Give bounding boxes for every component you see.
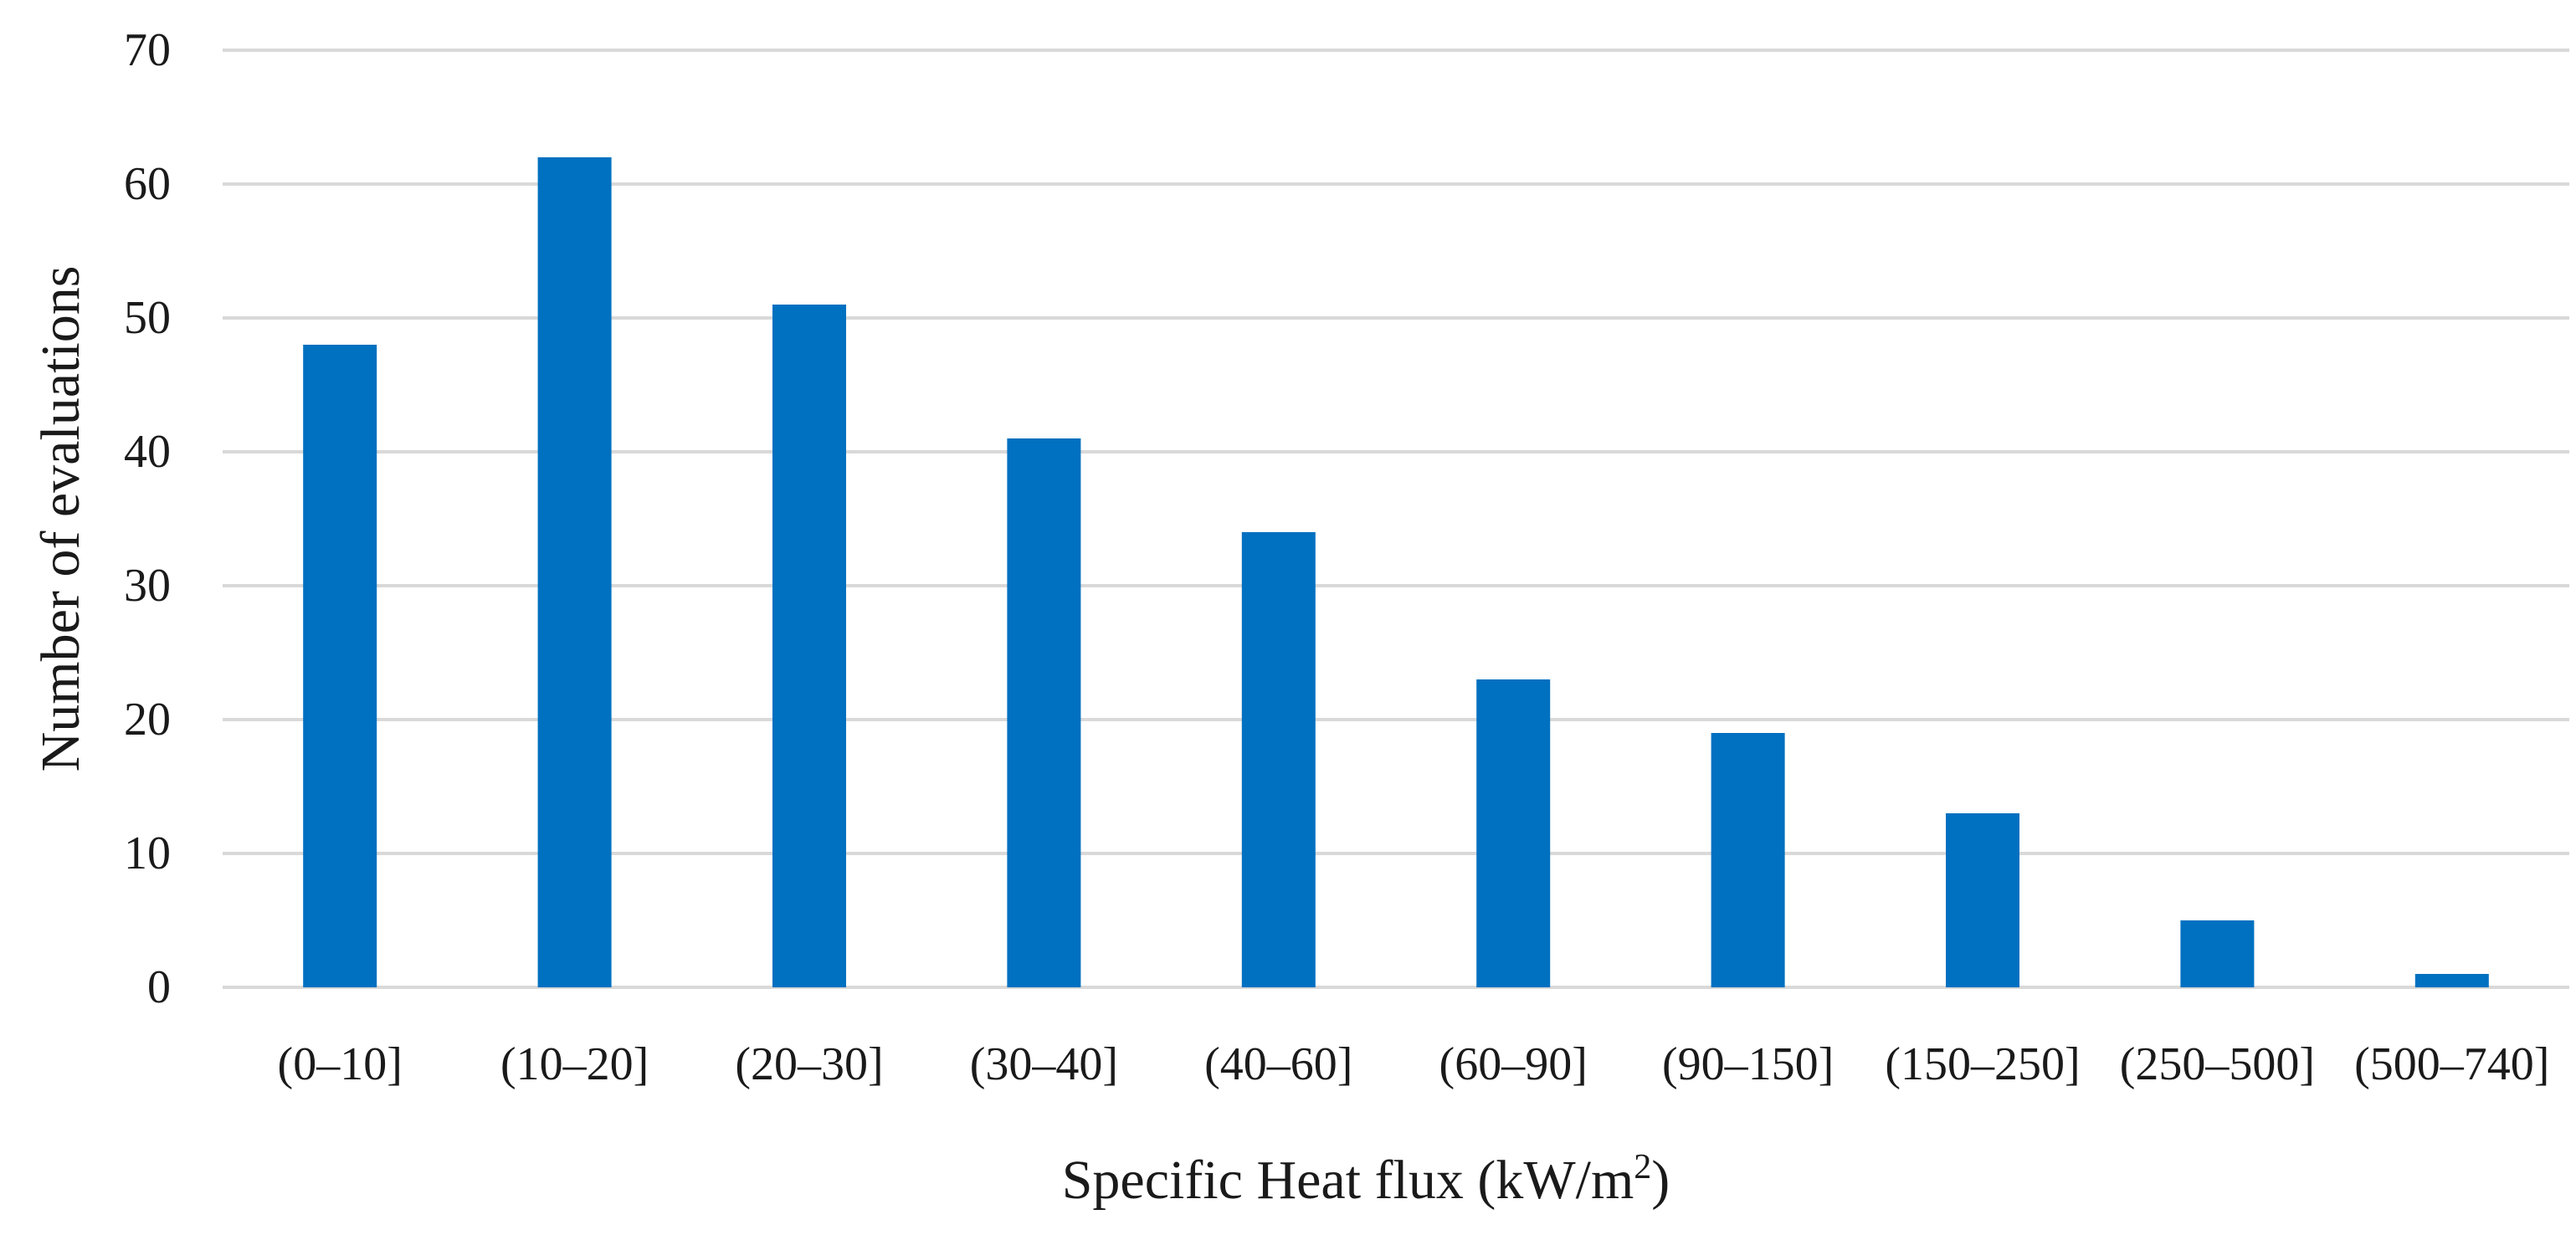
bar bbox=[1711, 733, 1785, 987]
y-tick-label: 40 bbox=[124, 426, 171, 478]
y-axis-ticks: 0 10 20 30 40 50 60 70 bbox=[124, 24, 171, 1013]
bar bbox=[1946, 813, 2019, 987]
x-tick-label: (500–740] bbox=[2354, 1038, 2549, 1090]
bar bbox=[537, 157, 612, 987]
x-axis-title-suffix: ) bbox=[1651, 1150, 1670, 1211]
x-tick-label: (250–500] bbox=[2120, 1038, 2315, 1090]
y-tick-label: 20 bbox=[124, 694, 171, 746]
bar bbox=[303, 345, 377, 987]
x-tick-label: (60–90] bbox=[1439, 1038, 1588, 1090]
x-axis-title-main: Specific Heat flux (kW/m bbox=[1062, 1150, 1634, 1211]
y-tick-label: 70 bbox=[124, 24, 171, 76]
x-tick-label: (30–40] bbox=[970, 1038, 1118, 1090]
x-tick-label: (40–60] bbox=[1204, 1038, 1352, 1090]
x-tick-label: (150–250] bbox=[1885, 1038, 2080, 1090]
gridlines bbox=[223, 49, 2569, 989]
x-axis-title-superscript: 2 bbox=[1634, 1148, 1651, 1186]
bar bbox=[1476, 679, 1551, 987]
x-tick-label: (20–30] bbox=[735, 1038, 883, 1090]
bar bbox=[772, 305, 846, 987]
y-tick-label: 0 bbox=[147, 961, 171, 1013]
x-tick-label: (10–20] bbox=[500, 1038, 649, 1090]
y-tick-label: 10 bbox=[124, 828, 171, 879]
x-tick-label: (0–10] bbox=[278, 1038, 403, 1090]
bar bbox=[1007, 438, 1081, 987]
bar bbox=[2414, 974, 2489, 987]
bars bbox=[303, 157, 2489, 987]
bar bbox=[1241, 532, 1316, 987]
y-axis-title: Number of evaluations bbox=[30, 266, 91, 772]
bar bbox=[2180, 920, 2255, 987]
x-tick-label: (90–150] bbox=[1662, 1038, 1834, 1090]
x-axis-title: Specific Heat flux (kW/m2) bbox=[1062, 1148, 1670, 1211]
y-tick-label: 30 bbox=[124, 560, 171, 612]
y-tick-label: 50 bbox=[124, 292, 171, 344]
x-axis-ticks: (0–10] (10–20] (20–30] (30–40] (40–60] (60–90… bbox=[278, 1038, 2550, 1090]
y-tick-label: 60 bbox=[124, 158, 171, 210]
